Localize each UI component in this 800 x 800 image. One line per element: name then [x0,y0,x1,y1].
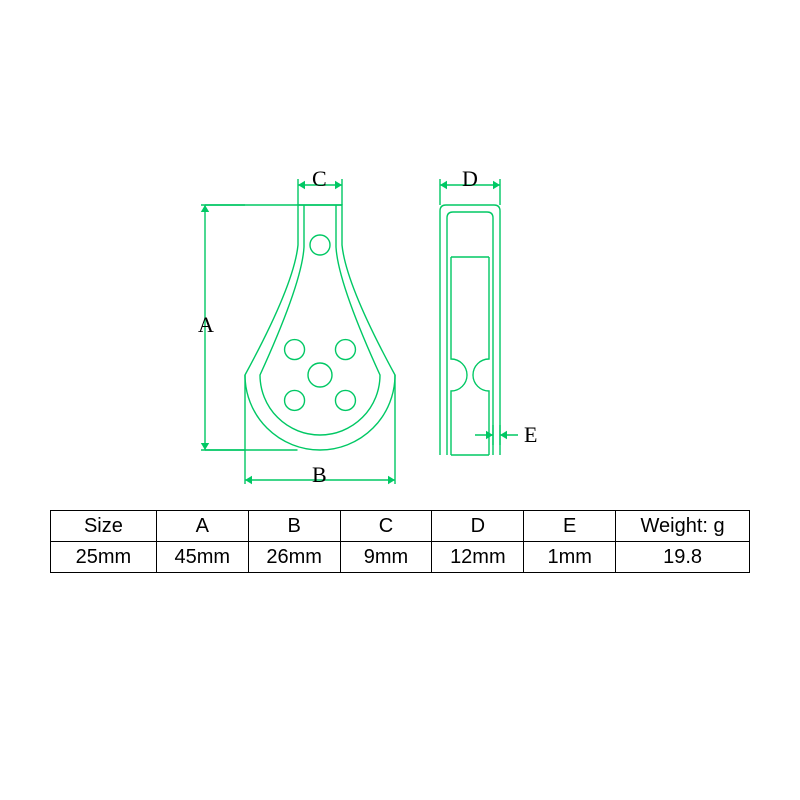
dim-label-a: A [198,312,214,338]
td-size: 25mm [51,542,157,573]
technical-drawing [0,0,800,800]
dim-label-c: C [312,166,327,192]
th-weight: Weight: g [616,511,750,542]
td-c: 9mm [340,542,432,573]
td-a: 45mm [156,542,248,573]
th-d: D [432,511,524,542]
th-c: C [340,511,432,542]
dim-label-b: B [312,462,327,488]
dim-label-d: D [462,166,478,192]
table-row: 25mm 45mm 26mm 9mm 12mm 1mm 19.8 [51,542,750,573]
th-b: B [248,511,340,542]
spec-table: Size A B C D E Weight: g 25mm 45mm 26mm … [50,510,750,573]
th-a: A [156,511,248,542]
table-header-row: Size A B C D E Weight: g [51,511,750,542]
td-b: 26mm [248,542,340,573]
td-e: 1mm [524,542,616,573]
td-d: 12mm [432,542,524,573]
dim-label-e: E [524,422,537,448]
td-weight: 19.8 [616,542,750,573]
th-e: E [524,511,616,542]
th-size: Size [51,511,157,542]
